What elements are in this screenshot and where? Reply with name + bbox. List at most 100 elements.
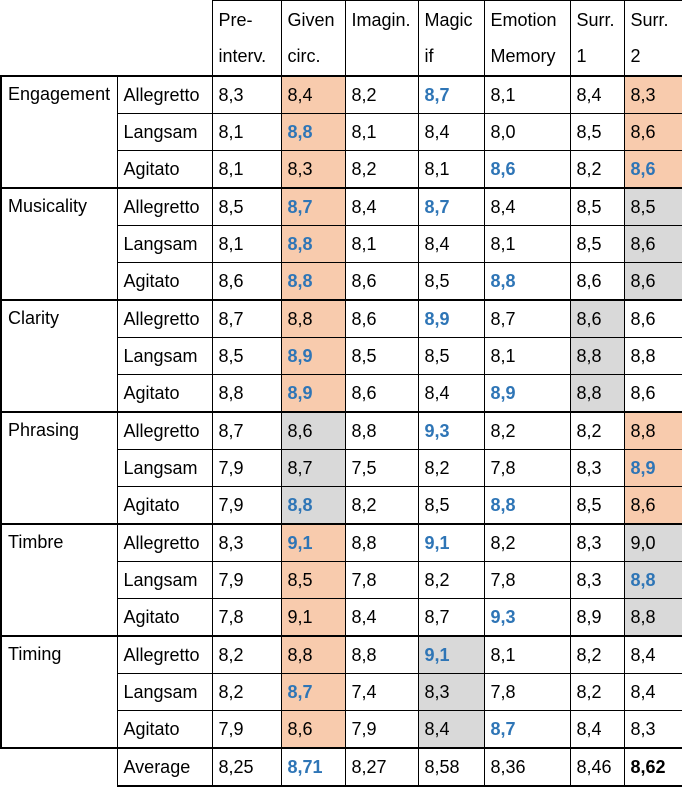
tempo-cell: Langsam bbox=[116, 225, 213, 263]
value-cell: 8,4 bbox=[623, 635, 682, 674]
value-cell: 8,5 bbox=[417, 337, 485, 375]
tempo-cell: Allegretto bbox=[116, 75, 213, 114]
column-header-surr-2: Surr. 2 bbox=[623, 0, 682, 77]
tempo-cell: Langsam bbox=[116, 449, 213, 487]
value-cell: 8,5 bbox=[344, 337, 419, 375]
table-row: Musicality Allegretto 8,5 8,7 8,4 8,7 8,… bbox=[0, 187, 682, 301]
value-cell: 8,7 bbox=[280, 673, 346, 711]
value-cell: 8,8 bbox=[483, 486, 571, 525]
value-cell: 9,1 bbox=[417, 523, 485, 562]
value-cell: 7,9 bbox=[211, 486, 282, 525]
header-row: Pre-interv. Given circ. Imagin. Magic if E… bbox=[1, 0, 682, 77]
table-row: Engagement Allegretto 8,3 8,4 8,2 8,7 8,… bbox=[0, 75, 682, 189]
value-cell: 8,4 bbox=[483, 187, 571, 226]
table-row: Agitato 7,9 8,8 8,2 8,5 8,8 8,5 8,6 bbox=[1, 486, 682, 525]
value-cell: 8,5 bbox=[569, 187, 625, 226]
value-cell: 8,4 bbox=[344, 598, 419, 637]
tempo-cell: Agitato bbox=[116, 598, 213, 637]
value-cell: 8,7 bbox=[417, 75, 485, 114]
value-cell: 8,7 bbox=[211, 299, 282, 338]
value-cell: 8,4 bbox=[569, 710, 625, 749]
value-cell: 8,5 bbox=[280, 561, 346, 599]
value-cell: 8,7 bbox=[417, 598, 485, 637]
value-cell: 8,9 bbox=[483, 374, 571, 413]
category-cell: Musicality bbox=[0, 187, 118, 301]
column-header-pre-interv: Pre-interv. bbox=[211, 0, 282, 77]
table-row: Timbre Allegretto 8,3 9,1 8,8 9,1 8,2 8,… bbox=[0, 523, 682, 637]
value-cell: 8,4 bbox=[623, 673, 682, 711]
value-cell: 8,2 bbox=[569, 635, 625, 674]
value-cell: 8,2 bbox=[569, 411, 625, 450]
category-cell: Timbre bbox=[0, 523, 118, 637]
value-cell: 8,6 bbox=[569, 262, 625, 301]
empty-header-cell bbox=[1, 1, 117, 77]
header-line: circ. bbox=[287, 46, 321, 66]
value-cell: 8,8 bbox=[623, 561, 682, 599]
header-line: Surr. bbox=[576, 10, 615, 30]
value-cell: 8,58 bbox=[417, 747, 485, 787]
header-line: Magic bbox=[424, 10, 473, 30]
table-row: Agitato 8,8 8,9 8,6 8,4 8,9 8,8 8,6 bbox=[1, 374, 682, 413]
value-cell: 8,6 bbox=[280, 411, 346, 450]
header-line: if bbox=[424, 46, 434, 66]
value-cell: 8,8 bbox=[280, 299, 346, 338]
table-row: Agitato 7,8 9,1 8,4 8,7 9,3 8,9 8,8 bbox=[1, 598, 682, 637]
value-cell: 8,46 bbox=[569, 747, 625, 787]
value-cell: 8,4 bbox=[417, 225, 485, 263]
tempo-cell: Agitato bbox=[116, 710, 213, 749]
value-cell: 8,9 bbox=[623, 449, 682, 487]
average-label-cell: Average bbox=[116, 747, 213, 787]
value-cell: 8,4 bbox=[417, 113, 485, 151]
column-header-emotion-memory: Emotion Memory bbox=[483, 0, 571, 77]
value-cell: 8,4 bbox=[569, 75, 625, 114]
value-cell: 9,1 bbox=[280, 523, 346, 562]
value-cell: 8,3 bbox=[623, 75, 682, 114]
value-cell: 8,6 bbox=[623, 262, 682, 301]
table-row: Langsam 8,1 8,8 8,1 8,4 8,1 8,5 8,6 bbox=[1, 225, 682, 263]
value-cell: 8,9 bbox=[569, 598, 625, 637]
value-cell: 7,5 bbox=[344, 449, 419, 487]
value-cell: 8,1 bbox=[483, 75, 571, 114]
value-cell: 8,1 bbox=[483, 635, 571, 674]
value-cell: 8,8 bbox=[280, 225, 346, 263]
table-row: Phrasing Allegretto 8,7 8,6 8,8 9,3 8,2 … bbox=[0, 411, 682, 525]
value-cell: 7,9 bbox=[344, 710, 419, 749]
value-cell: 8,3 bbox=[569, 449, 625, 487]
value-cell: 8,1 bbox=[483, 225, 571, 263]
value-cell: 8,1 bbox=[211, 113, 282, 151]
value-cell: 9,3 bbox=[483, 598, 571, 637]
value-cell: 8,2 bbox=[344, 150, 419, 189]
value-cell: 8,8 bbox=[344, 411, 419, 450]
value-cell: 8,5 bbox=[623, 187, 682, 226]
value-cell: 8,6 bbox=[623, 299, 682, 338]
value-cell: 7,8 bbox=[483, 673, 571, 711]
value-cell: 8,5 bbox=[569, 113, 625, 151]
value-cell: 8,5 bbox=[211, 337, 282, 375]
table-row: Clarity Allegretto 8,7 8,8 8,6 8,9 8,7 8… bbox=[0, 299, 682, 413]
value-cell: 7,8 bbox=[344, 561, 419, 599]
value-cell: 8,25 bbox=[211, 747, 282, 787]
value-cell: 8,5 bbox=[569, 225, 625, 263]
value-cell: 8,6 bbox=[623, 486, 682, 525]
value-cell: 8,6 bbox=[569, 299, 625, 338]
value-cell: 8,8 bbox=[623, 411, 682, 450]
category-cell: Timing bbox=[0, 635, 118, 749]
value-cell: 8,8 bbox=[623, 337, 682, 375]
tempo-cell: Langsam bbox=[116, 337, 213, 375]
tempo-cell: Allegretto bbox=[116, 635, 213, 674]
value-cell: 8,7 bbox=[483, 710, 571, 749]
value-cell: 8,3 bbox=[211, 523, 282, 562]
value-cell: 8,62 bbox=[623, 747, 682, 787]
value-cell: 8,6 bbox=[623, 113, 682, 151]
tempo-cell: Allegretto bbox=[116, 187, 213, 226]
value-cell: 8,2 bbox=[344, 486, 419, 525]
value-cell: 7,9 bbox=[211, 449, 282, 487]
value-cell: 8,9 bbox=[280, 374, 346, 413]
value-cell: 8,8 bbox=[569, 374, 625, 413]
value-cell: 8,2 bbox=[417, 561, 485, 599]
value-cell: 8,4 bbox=[417, 374, 485, 413]
header-line: 1 bbox=[576, 46, 587, 66]
value-cell: 8,6 bbox=[280, 710, 346, 749]
value-cell: 9,1 bbox=[417, 635, 485, 674]
table-row: Langsam 8,2 8,7 7,4 8,3 7,8 8,2 8,4 bbox=[1, 673, 682, 711]
